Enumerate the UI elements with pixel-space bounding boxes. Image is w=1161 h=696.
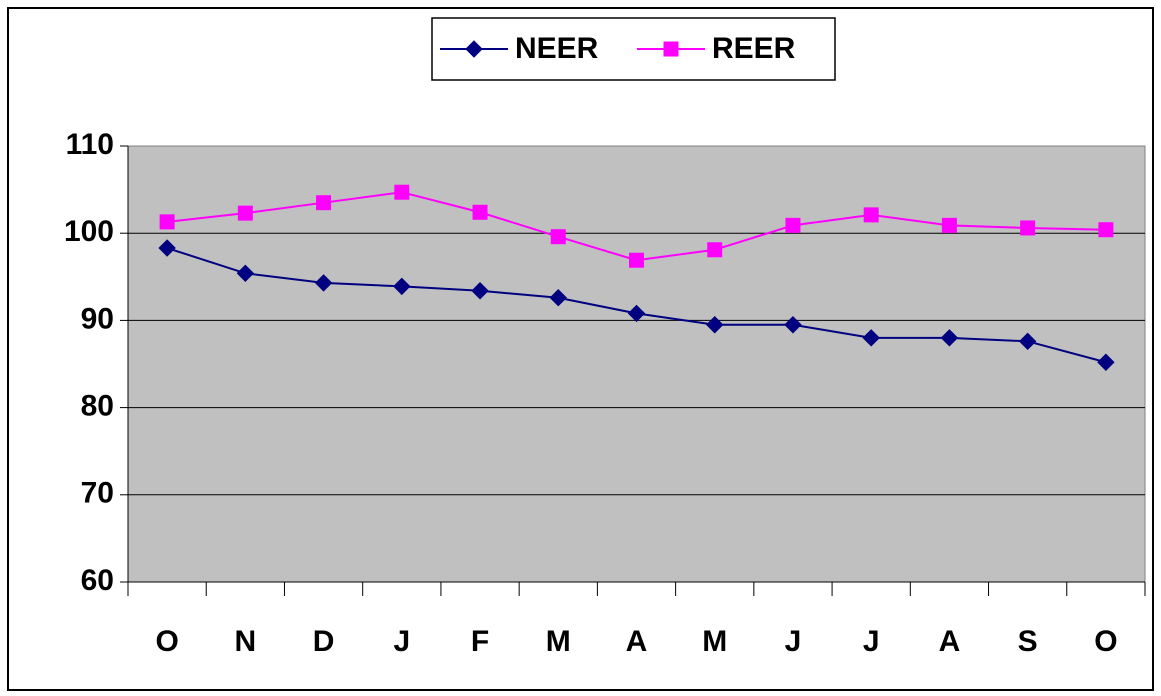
- x-tick-label: O: [1094, 625, 1117, 658]
- plot-area: [127, 145, 1146, 583]
- x-tick-label: A: [626, 625, 648, 658]
- marker: [1098, 222, 1114, 238]
- y-tick-label: 110: [66, 128, 114, 161]
- marker: [707, 242, 723, 258]
- marker: [236, 264, 255, 283]
- y-tick-label: 90: [81, 302, 114, 335]
- y-tick-label: 80: [81, 390, 114, 423]
- marker: [663, 41, 679, 57]
- x-tick-label: J: [393, 625, 410, 658]
- y-tick-label: 60: [81, 564, 114, 597]
- x-tick-label: M: [702, 625, 727, 658]
- marker: [237, 205, 253, 221]
- x-tick-label: O: [155, 625, 178, 658]
- x-tick-label: A: [939, 625, 961, 658]
- marker: [1020, 220, 1036, 236]
- marker: [862, 329, 880, 347]
- x-tick-label: J: [863, 625, 880, 658]
- marker: [316, 195, 332, 211]
- legend-label: NEER: [515, 32, 599, 65]
- marker: [627, 304, 646, 323]
- marker: [940, 329, 959, 347]
- marker: [471, 282, 489, 300]
- x-tick-label: S: [1018, 625, 1038, 658]
- marker: [314, 274, 333, 292]
- x-tick-label: J: [785, 625, 802, 658]
- x-tick-label: D: [313, 625, 335, 658]
- x-tick-label: F: [471, 625, 489, 658]
- marker: [629, 252, 644, 268]
- x-tick-label: N: [235, 625, 257, 658]
- marker: [550, 229, 566, 245]
- marker: [472, 204, 488, 220]
- x-tick-label: M: [546, 625, 571, 658]
- marker: [784, 316, 802, 334]
- marker: [159, 214, 175, 230]
- marker: [863, 207, 879, 223]
- marker: [465, 40, 483, 58]
- marker: [785, 217, 801, 233]
- marker: [549, 289, 567, 307]
- marker: [1018, 332, 1037, 351]
- marker: [393, 277, 411, 296]
- marker: [158, 239, 176, 257]
- y-tick-label: 100: [64, 215, 114, 248]
- marker: [941, 217, 957, 233]
- y-tick-label: 70: [81, 477, 114, 510]
- marker: [394, 184, 410, 200]
- legend-label: REER: [712, 32, 796, 65]
- marker: [706, 316, 724, 334]
- marker: [1097, 353, 1115, 371]
